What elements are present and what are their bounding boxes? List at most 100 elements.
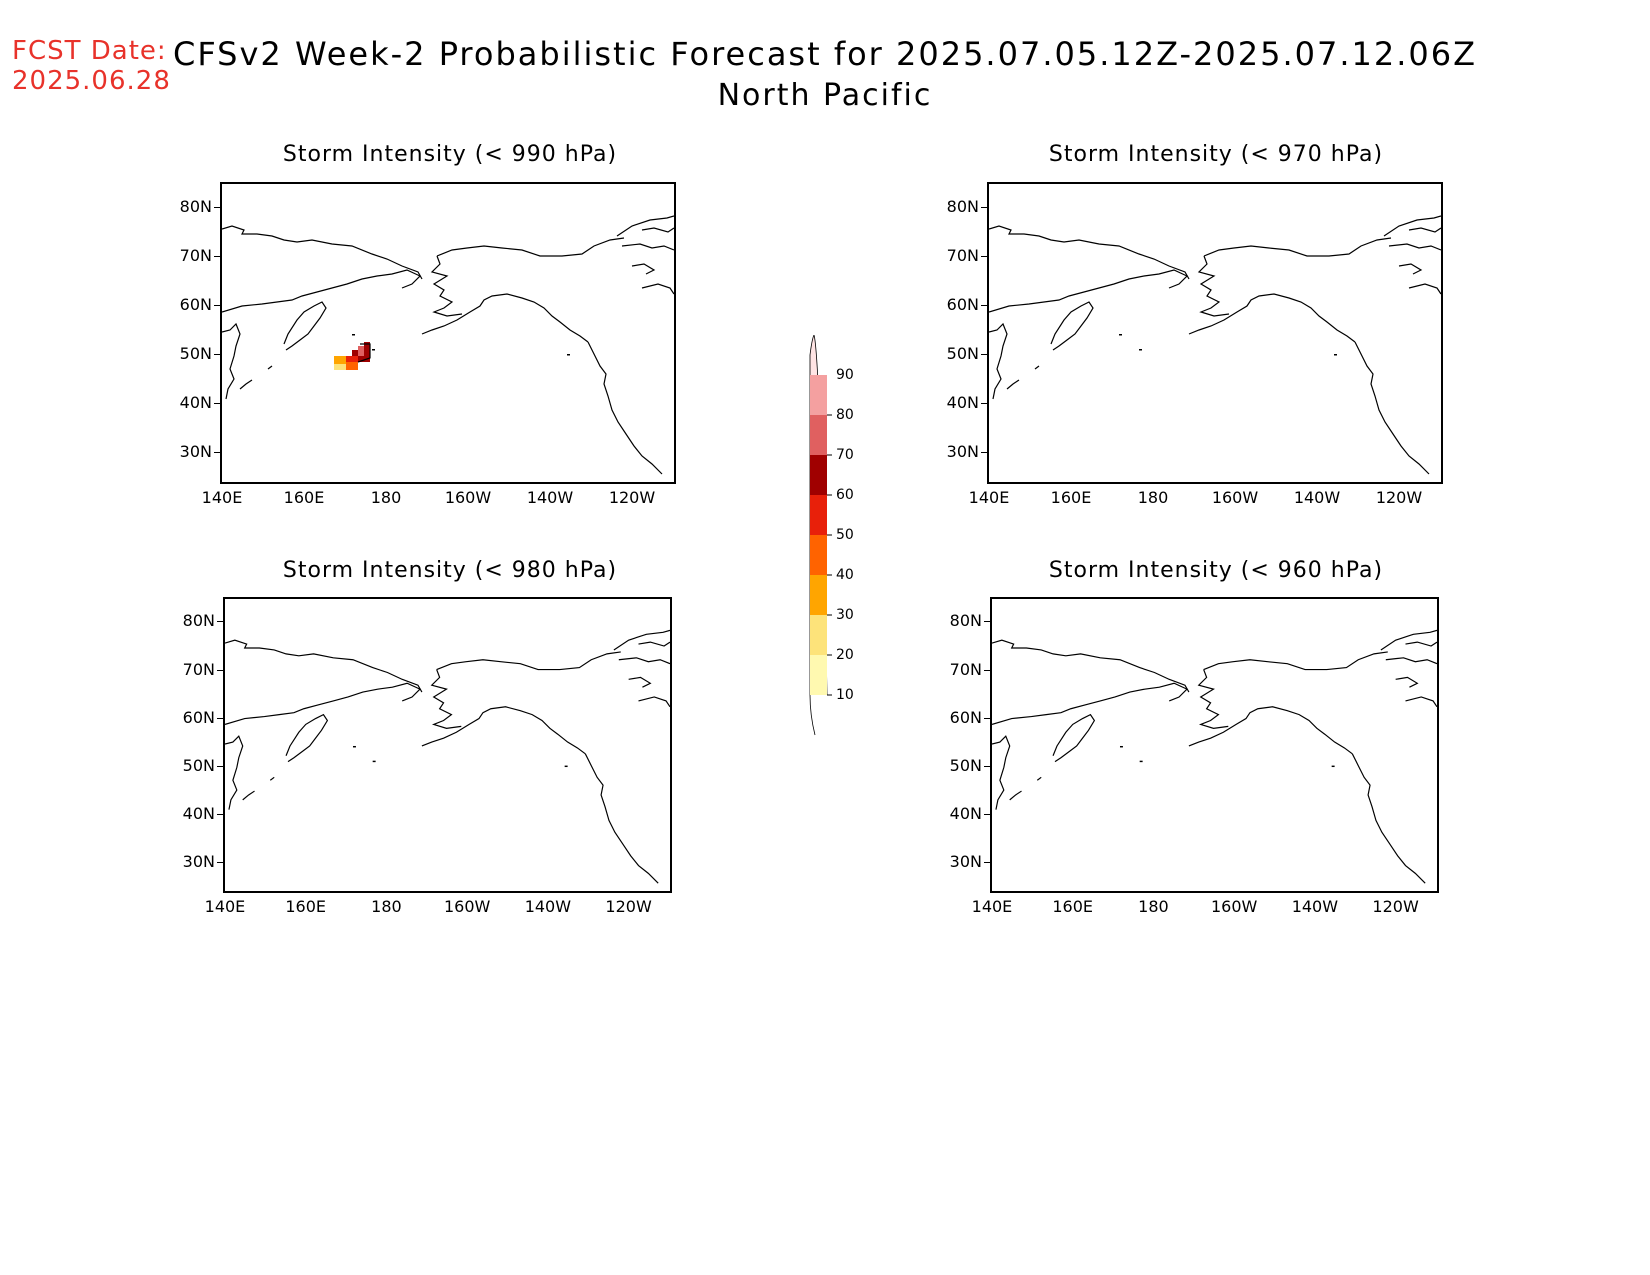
island bbox=[1139, 760, 1143, 763]
contour-line bbox=[357, 343, 371, 363]
coastline bbox=[584, 753, 659, 884]
coastline bbox=[225, 735, 244, 810]
probability-cell bbox=[346, 356, 358, 366]
lon-tick-label: 140W bbox=[1291, 897, 1339, 916]
coastline bbox=[618, 657, 670, 665]
coastline bbox=[1405, 696, 1437, 708]
colorbar-level-label: 60 bbox=[836, 487, 854, 503]
coastline bbox=[1052, 713, 1096, 763]
lat-tick bbox=[217, 765, 223, 767]
lat-tick-label: 30N bbox=[949, 851, 982, 871]
coastline bbox=[285, 713, 329, 763]
panel-title: Storm Intensity (< 990 hPa) bbox=[282, 142, 618, 167]
island bbox=[1331, 765, 1335, 768]
coastline bbox=[225, 639, 423, 693]
colorbar-swatch bbox=[810, 575, 827, 615]
lat-tick-label: 80N bbox=[182, 611, 215, 631]
lon-tick-label: 160E bbox=[1052, 897, 1094, 916]
coastline bbox=[641, 283, 674, 295]
coastline bbox=[1034, 365, 1040, 370]
coastline bbox=[1408, 227, 1441, 233]
lat-tick bbox=[214, 207, 220, 208]
colorbar-level-label: 80 bbox=[836, 407, 854, 423]
coastline bbox=[992, 682, 1188, 725]
coastline-map bbox=[992, 629, 1437, 884]
coastline bbox=[1006, 379, 1020, 390]
coastline bbox=[1405, 641, 1437, 647]
lat-tick-label: 40N bbox=[949, 803, 982, 823]
page-subtitle: North Pacific bbox=[717, 78, 933, 113]
lat-tick bbox=[981, 305, 987, 306]
lat-tick-label: 50N bbox=[179, 344, 212, 363]
lon-tick-label: 180 bbox=[370, 488, 402, 507]
coastline bbox=[992, 639, 1190, 693]
probability-colorbar: 10 20 30 40 50 60 70 80 90 bbox=[790, 333, 854, 749]
lat-tick-label: 70N bbox=[949, 659, 982, 679]
colorbar-level-label: 30 bbox=[836, 607, 854, 623]
coastline bbox=[1203, 237, 1392, 257]
coastline bbox=[1050, 301, 1094, 351]
lon-tick-label: 180 bbox=[1138, 897, 1169, 916]
coastline bbox=[1380, 629, 1437, 651]
coastline bbox=[421, 293, 589, 343]
coastline bbox=[1197, 669, 1229, 729]
colorbar-level-label: 90 bbox=[836, 367, 854, 383]
coastline bbox=[1385, 657, 1437, 665]
lat-tick bbox=[217, 861, 223, 863]
colorbar-level-label: 40 bbox=[836, 567, 854, 583]
lat-tick bbox=[981, 354, 987, 355]
coastline bbox=[436, 651, 621, 671]
colorbar-swatches bbox=[809, 333, 832, 736]
panel-title: Storm Intensity (< 980 hPa) bbox=[282, 558, 618, 583]
lat-tick bbox=[984, 717, 990, 719]
colorbar-swatch bbox=[810, 495, 827, 535]
coastline bbox=[992, 735, 1011, 810]
coastline bbox=[1395, 676, 1419, 688]
lat-tick-label: 40N bbox=[946, 393, 979, 412]
lat-tick-label: 40N bbox=[182, 803, 215, 823]
lat-tick-label: 60N bbox=[946, 295, 979, 314]
coastline bbox=[436, 237, 625, 257]
island bbox=[372, 349, 375, 351]
coastline bbox=[1188, 706, 1353, 755]
coastline bbox=[222, 322, 241, 400]
coastline bbox=[989, 322, 1008, 400]
coastline bbox=[628, 676, 652, 688]
lat-tick-label: 70N bbox=[946, 246, 979, 265]
island bbox=[567, 354, 570, 356]
colorbar-swatch bbox=[810, 375, 827, 415]
lat-tick-label: 60N bbox=[949, 707, 982, 727]
lon-tick-label: 120W bbox=[605, 897, 652, 916]
lat-tick bbox=[214, 403, 220, 404]
lon-tick-label: 160E bbox=[283, 488, 325, 507]
lat-tick bbox=[984, 813, 990, 815]
probability-cell bbox=[358, 352, 370, 362]
lon-tick-label: 140E bbox=[971, 897, 1013, 916]
colorbar-swatch bbox=[810, 455, 827, 495]
lon-tick-label: 140E bbox=[968, 488, 1010, 507]
map-frame bbox=[987, 182, 1443, 484]
colorbar-swatch bbox=[810, 655, 827, 695]
coastline bbox=[283, 301, 327, 351]
panel-title: Storm Intensity (< 960 hPa) bbox=[1048, 558, 1384, 583]
lat-tick bbox=[214, 452, 220, 453]
coastline bbox=[616, 215, 674, 237]
coastline bbox=[269, 776, 275, 781]
lon-tick-label: 140E bbox=[201, 488, 243, 507]
colorbar-level-label: 20 bbox=[836, 647, 854, 663]
map-frame bbox=[990, 597, 1439, 893]
lat-tick bbox=[984, 669, 990, 671]
coastline bbox=[225, 682, 421, 725]
island bbox=[352, 745, 356, 748]
coastline bbox=[638, 696, 670, 708]
lon-tick-label: 160W bbox=[1211, 488, 1259, 507]
coastline-map bbox=[222, 215, 674, 475]
coastline bbox=[1354, 341, 1430, 475]
coastline bbox=[1036, 776, 1042, 781]
lat-tick bbox=[981, 452, 987, 453]
lat-tick-label: 60N bbox=[182, 707, 215, 727]
coastline bbox=[239, 379, 253, 390]
page-title: CFSv2 Week-2 Probabilistic Forecast for … bbox=[172, 35, 1478, 73]
colorbar-swatch bbox=[810, 415, 827, 455]
lat-tick-label: 70N bbox=[182, 659, 215, 679]
